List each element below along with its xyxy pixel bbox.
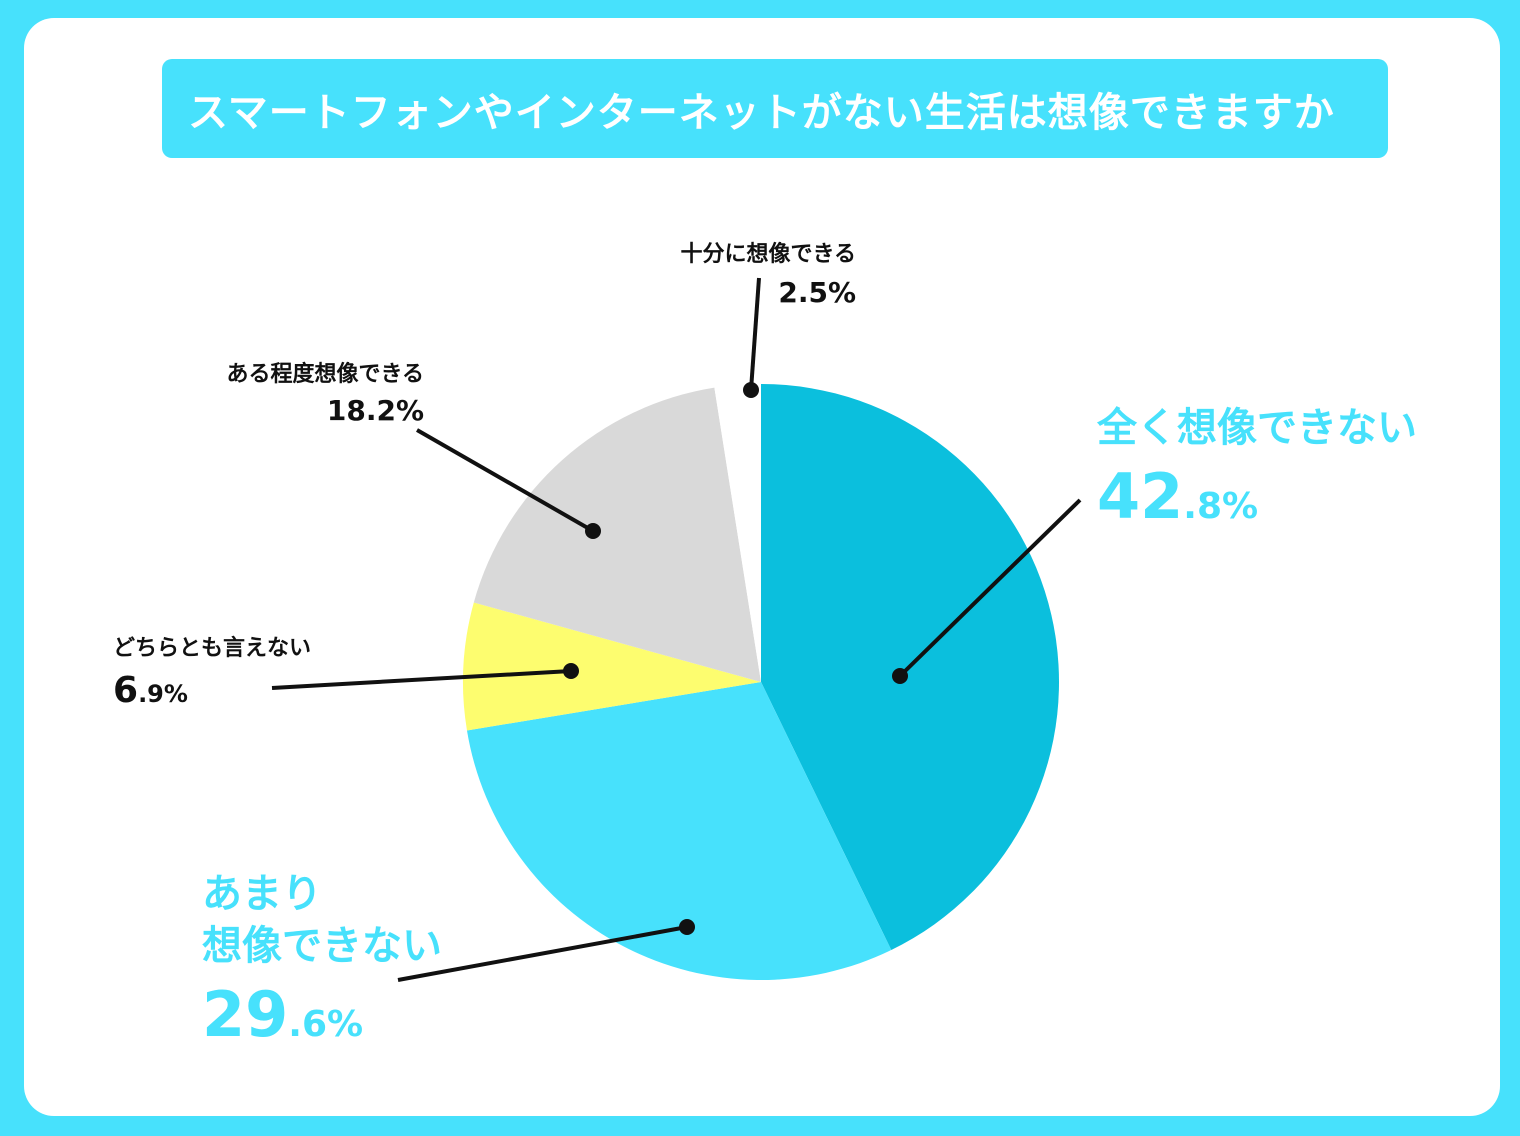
- leader-line: [749, 277, 761, 391]
- title-banner: スマートフォンやインターネットがない生活は想像できますか: [162, 59, 1388, 158]
- slice-label-line2: 想像できない: [202, 923, 442, 969]
- leader-dot: [892, 668, 908, 684]
- slice-value: 6.9%: [113, 670, 311, 711]
- value-integer: 42: [1097, 460, 1184, 533]
- slice-value: 2.5%: [778, 276, 856, 309]
- slice-label: 十分に想像できる: [680, 242, 856, 267]
- leader-dot: [585, 523, 601, 539]
- leader-line: [416, 428, 594, 533]
- label-not-really: あまり 想像できない 29.6%: [202, 868, 442, 1051]
- slice-value: 18.2%: [326, 394, 424, 427]
- slice-value: 42.8%: [1097, 460, 1417, 533]
- value-integer: 29: [202, 978, 289, 1051]
- leader-dot: [743, 382, 759, 398]
- slice-not-really: [466, 682, 892, 980]
- leader-dot: [679, 919, 695, 935]
- chart-title: スマートフォンやインターネットがない生活は想像できますか: [188, 89, 1335, 136]
- label-not-at-all: 全く想像できない 42.8%: [1097, 402, 1417, 533]
- value-decimal: .6%: [288, 1004, 364, 1045]
- slice-label-line1: あまり: [202, 871, 322, 917]
- slice-value: 29.6%: [202, 978, 442, 1051]
- slice-fully: [714, 384, 761, 682]
- slice-neutral: [463, 602, 761, 731]
- value-decimal: .9%: [138, 680, 188, 708]
- leader-line: [397, 925, 688, 982]
- slice-label: 全く想像できない: [1097, 405, 1417, 451]
- leader-line: [271, 669, 572, 690]
- slice-label: どちらとも言えない: [113, 636, 312, 661]
- label-fully: 十分に想像できる 2.5%: [650, 236, 856, 309]
- value-integer: 6: [113, 670, 139, 711]
- label-somewhat: ある程度想像できる 18.2%: [192, 356, 424, 427]
- slice-somewhat: [473, 387, 761, 682]
- leader-dot: [563, 663, 579, 679]
- leader-line: [898, 498, 1082, 678]
- slice-label: ある程度想像できる: [226, 362, 424, 387]
- label-neutral: どちらとも言えない 6.9%: [113, 630, 311, 711]
- value-decimal: .8%: [1183, 486, 1259, 527]
